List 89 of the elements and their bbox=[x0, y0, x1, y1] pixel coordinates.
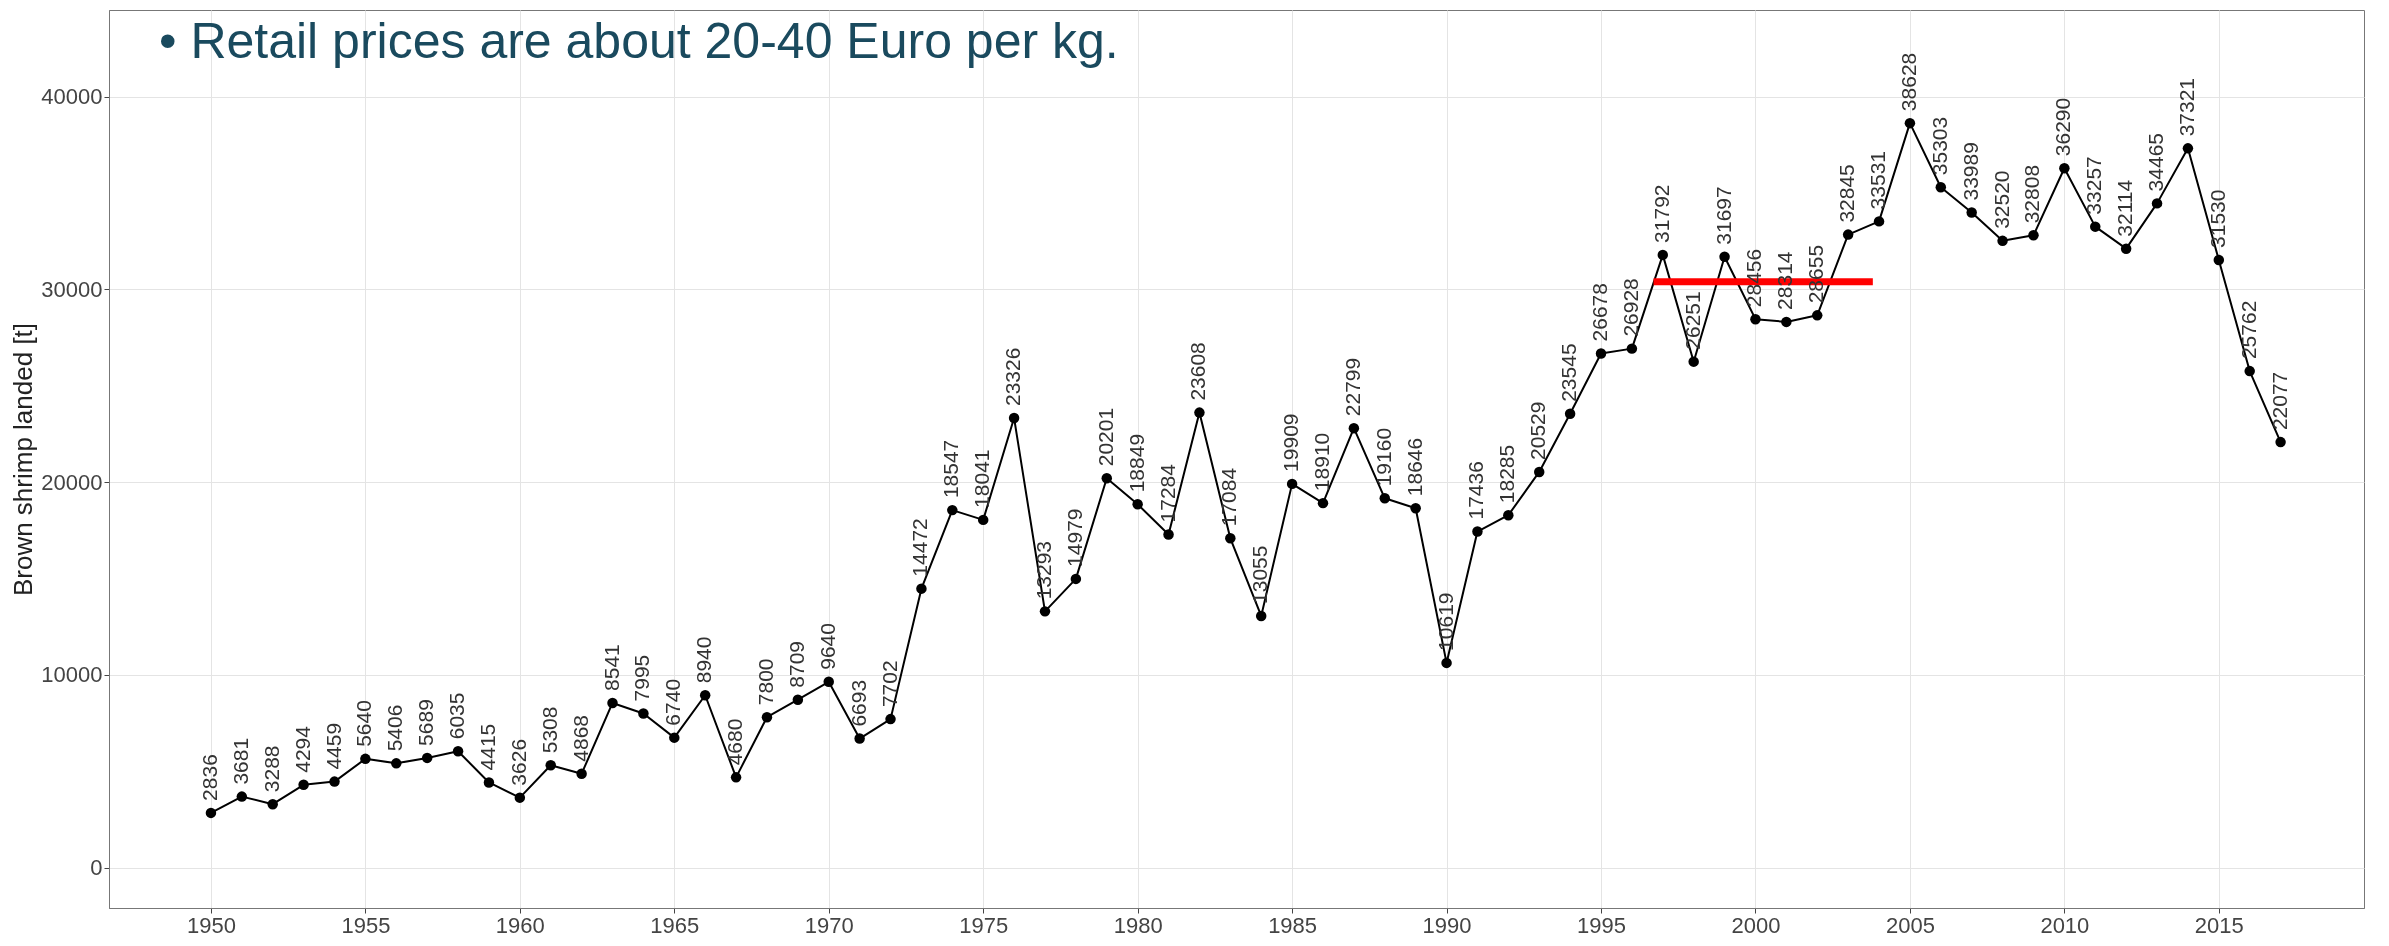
x-tick-label: 2015 bbox=[2194, 912, 2244, 938]
data-label: 25762 bbox=[2236, 300, 2260, 360]
x-tick-label: 1995 bbox=[1577, 912, 1626, 938]
data-label: 6693 bbox=[846, 679, 870, 727]
x-tick-label: 1960 bbox=[495, 912, 545, 938]
data-label: 28655 bbox=[1804, 244, 1828, 304]
data-label: 32845 bbox=[1835, 164, 1859, 223]
x-tick-label: 1965 bbox=[650, 912, 700, 938]
data-label: 3626 bbox=[506, 738, 530, 786]
data-label: 26251 bbox=[1680, 291, 1704, 350]
data-label: 6740 bbox=[661, 678, 685, 726]
data-label: 18285 bbox=[1495, 444, 1519, 504]
data-label: 22077 bbox=[2267, 371, 2291, 431]
data-label: 4868 bbox=[568, 715, 592, 762]
data-label: 10619 bbox=[1433, 592, 1457, 651]
data-label: 4459 bbox=[321, 722, 345, 770]
x-tick-label: 1970 bbox=[804, 912, 854, 938]
data-label: 18849 bbox=[1124, 433, 1148, 493]
data-label: 7800 bbox=[753, 658, 777, 706]
y-tick-label: 30000 bbox=[41, 276, 103, 302]
data-label: 9640 bbox=[815, 623, 839, 670]
data-label: 32808 bbox=[2020, 164, 2044, 224]
data-label: 8709 bbox=[784, 640, 808, 688]
data-label: 34465 bbox=[2144, 132, 2168, 192]
annotation: • Retail prices are about 20-40 Euro per kg. bbox=[159, 13, 1119, 69]
y-tick-label: 0 bbox=[90, 855, 103, 881]
data-label: 3681 bbox=[228, 737, 252, 785]
data-label: 19160 bbox=[1371, 427, 1395, 487]
data-label: 33531 bbox=[1866, 150, 1890, 210]
data-label: 32520 bbox=[1989, 170, 2013, 229]
data-label: 22799 bbox=[1340, 357, 1364, 417]
x-tick-label: 1955 bbox=[341, 912, 391, 938]
data-label: 17284 bbox=[1155, 463, 1179, 523]
data-label: 19909 bbox=[1279, 413, 1303, 472]
x-tick-label: 1990 bbox=[1422, 912, 1472, 938]
data-label: 18547 bbox=[939, 439, 963, 499]
data-label: 14472 bbox=[908, 518, 932, 577]
data-label: 2836 bbox=[197, 754, 221, 801]
data-label: 28456 bbox=[1742, 248, 1766, 308]
x-tick-label: 2010 bbox=[2040, 912, 2090, 938]
data-label: 33257 bbox=[2082, 156, 2106, 215]
y-axis-title: Brown shrimp landed [t] bbox=[8, 322, 39, 597]
x-tick-label: 2005 bbox=[1885, 912, 1935, 938]
data-label: 26678 bbox=[1588, 283, 1612, 342]
data-label: 36290 bbox=[2051, 97, 2075, 157]
data-label: 18041 bbox=[970, 449, 994, 508]
data-label: 31697 bbox=[1711, 186, 1735, 245]
data-label: 20529 bbox=[1526, 401, 1550, 460]
data-label: 5406 bbox=[383, 704, 407, 752]
data-label: 31530 bbox=[2205, 189, 2229, 248]
data-label: 31792 bbox=[1649, 184, 1673, 243]
x-tick-label: 2000 bbox=[1731, 912, 1781, 938]
data-label: 26928 bbox=[1618, 278, 1642, 337]
data-label: 8940 bbox=[692, 636, 716, 684]
data-label: 33989 bbox=[1958, 142, 1982, 201]
y-tick-label: 20000 bbox=[41, 469, 103, 495]
data-label: 7702 bbox=[877, 660, 901, 708]
data-label: 38628 bbox=[1896, 52, 1920, 112]
data-label: 5689 bbox=[414, 699, 438, 746]
data-label: 4294 bbox=[290, 725, 314, 773]
x-tick-label: 1985 bbox=[1268, 912, 1318, 938]
data-label: 37321 bbox=[2174, 77, 2198, 137]
data-label: 4415 bbox=[475, 723, 499, 771]
data-label: 5308 bbox=[537, 706, 561, 754]
x-tick-label: 1950 bbox=[186, 912, 236, 938]
y-tick-label: 10000 bbox=[41, 662, 103, 688]
data-label: 4680 bbox=[723, 718, 747, 766]
x-tick-label: 1980 bbox=[1113, 912, 1163, 938]
data-label: 3288 bbox=[259, 745, 283, 793]
data-label: 6035 bbox=[445, 692, 469, 740]
data-label: 18646 bbox=[1402, 437, 1426, 497]
data-label: 13293 bbox=[1031, 540, 1055, 600]
x-tick-label: 1975 bbox=[959, 912, 1009, 938]
data-label: 32114 bbox=[2113, 179, 2137, 237]
data-label: 8541 bbox=[599, 644, 623, 691]
data-label: 17436 bbox=[1464, 461, 1488, 520]
data-label: 14979 bbox=[1062, 508, 1086, 567]
data-label: 23608 bbox=[1186, 342, 1210, 401]
data-label: 7995 bbox=[630, 654, 654, 702]
data-label: 5640 bbox=[352, 700, 376, 747]
data-label: 20201 bbox=[1093, 407, 1117, 467]
data-label: 18910 bbox=[1309, 432, 1333, 492]
data-label: 23326 bbox=[1001, 347, 1025, 407]
data-label: 23545 bbox=[1557, 343, 1581, 402]
data-label: 35303 bbox=[1927, 116, 1951, 176]
data-label: 13055 bbox=[1248, 545, 1272, 604]
y-tick-label: 40000 bbox=[41, 84, 103, 110]
data-label: 17084 bbox=[1217, 467, 1241, 527]
data-label: 28314 bbox=[1773, 251, 1797, 310]
